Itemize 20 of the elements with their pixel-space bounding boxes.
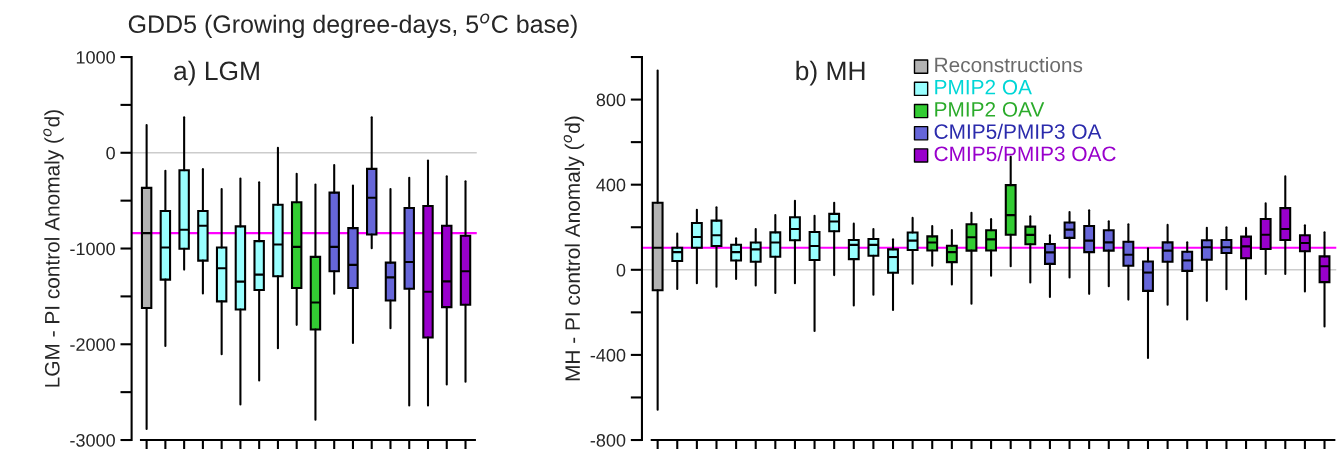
legend-label: Reconstructions bbox=[935, 57, 1083, 73]
y-tick-label: 1000 bbox=[76, 50, 115, 64]
y-tick-label: 0 bbox=[106, 146, 115, 160]
y-axis-title: LGM - PI control Anomaly ($^{o}$d) bbox=[43, 110, 64, 387]
y-tick-label: 0 bbox=[616, 263, 626, 277]
legend-label: PMIP2 OA bbox=[935, 79, 1032, 95]
y-axis-title: MH - PI control Anomaly ($^{o}$d) bbox=[563, 116, 585, 381]
y-tick-label: -2000 bbox=[70, 338, 115, 351]
chart-subtitle: b) MH bbox=[796, 60, 865, 86]
y-tick-label: -400 bbox=[590, 348, 626, 362]
legend-label: CMIP5/PMIP3 OAC bbox=[934, 145, 1116, 162]
chart-title: GDD5 (Growing degree-days, 5$^{o}$C base) bbox=[128, 13, 577, 38]
chart-subtitle: a) LGM bbox=[174, 60, 259, 86]
y-tick-label: -3000 bbox=[70, 433, 115, 447]
legend-label: PMIP2 OAV bbox=[935, 102, 1045, 117]
y-tick-label: -1000 bbox=[70, 242, 115, 256]
y-tick-label: -800 bbox=[590, 433, 626, 447]
y-tick-label: 800 bbox=[596, 93, 626, 107]
legend-label: CMIP5/PMIP3 OA bbox=[934, 123, 1102, 139]
y-tick-label: 400 bbox=[596, 178, 626, 192]
